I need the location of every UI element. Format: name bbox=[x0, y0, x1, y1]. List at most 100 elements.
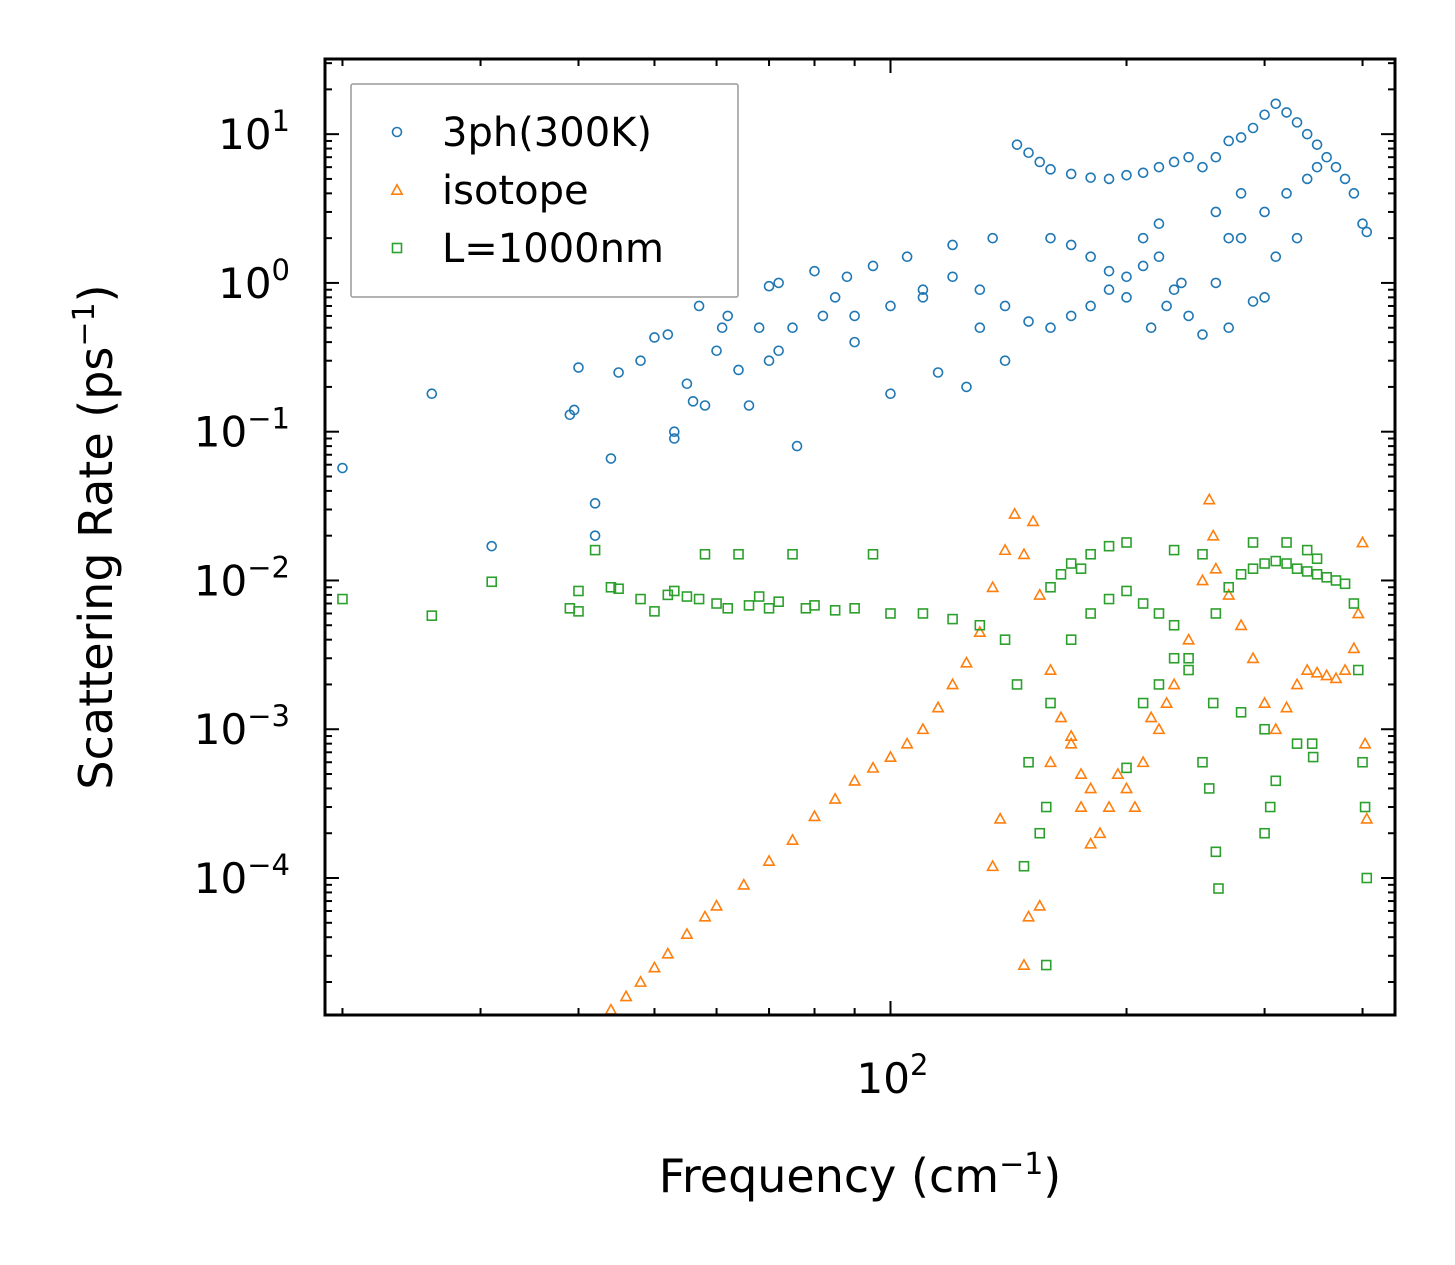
data-point bbox=[1161, 300, 1172, 312]
data-point bbox=[762, 854, 776, 866]
data-point bbox=[1235, 132, 1247, 143]
data-point bbox=[1085, 172, 1096, 183]
data-point bbox=[1045, 232, 1056, 244]
data-point bbox=[1209, 561, 1223, 574]
data-point bbox=[743, 600, 755, 611]
data-point bbox=[687, 396, 699, 407]
data-point bbox=[1085, 251, 1096, 263]
data-point bbox=[1023, 756, 1034, 768]
data-point bbox=[1168, 619, 1180, 631]
data-point bbox=[753, 322, 765, 334]
data-point bbox=[680, 927, 694, 939]
data-point bbox=[1055, 569, 1067, 580]
x-axis-title: Frequency (cm−1) bbox=[659, 1147, 1062, 1203]
data-point bbox=[1290, 677, 1304, 690]
data-point bbox=[1160, 696, 1174, 708]
data-point bbox=[1017, 958, 1031, 970]
data-point bbox=[1310, 665, 1324, 678]
data-point bbox=[681, 378, 693, 390]
data-point bbox=[1223, 581, 1235, 593]
data-point bbox=[900, 736, 914, 749]
data-point bbox=[1065, 634, 1077, 645]
data-point bbox=[1247, 122, 1259, 134]
y-tick-label: 10−1 bbox=[194, 402, 290, 457]
data-point bbox=[1210, 277, 1222, 289]
data-point bbox=[1347, 641, 1361, 654]
data-point bbox=[947, 613, 958, 625]
data-point bbox=[1270, 98, 1282, 110]
data-point bbox=[809, 600, 820, 611]
data-point bbox=[1103, 173, 1115, 185]
data-point bbox=[1270, 251, 1282, 263]
data-point bbox=[1259, 827, 1270, 839]
data-point bbox=[1074, 767, 1088, 779]
legend: 3ph(300K) isotope L=1000nm bbox=[350, 83, 739, 298]
data-point bbox=[1153, 161, 1165, 173]
data-point bbox=[1145, 322, 1157, 334]
data-point bbox=[1235, 706, 1247, 718]
data-point bbox=[1270, 775, 1282, 787]
data-point bbox=[1361, 226, 1373, 238]
data-point bbox=[1011, 139, 1023, 150]
data-point bbox=[1167, 677, 1181, 690]
data-point bbox=[1183, 151, 1194, 163]
data-point bbox=[867, 548, 879, 560]
data-point bbox=[1103, 540, 1115, 552]
legend-item: L=1000nm bbox=[391, 226, 664, 272]
data-point bbox=[1247, 563, 1259, 574]
data-point bbox=[426, 388, 438, 400]
data-point bbox=[1301, 566, 1313, 577]
data-point bbox=[1246, 651, 1260, 664]
data-point bbox=[1330, 575, 1342, 586]
data-point bbox=[973, 625, 987, 637]
data-point bbox=[1291, 563, 1303, 574]
x-tick-label: 102 bbox=[857, 1048, 929, 1103]
data-point bbox=[986, 580, 1000, 593]
data-point bbox=[1153, 679, 1165, 690]
data-point bbox=[1121, 292, 1132, 303]
data-point bbox=[1330, 161, 1342, 173]
data-point bbox=[986, 859, 1000, 872]
data-point bbox=[1270, 555, 1282, 567]
data-point bbox=[763, 280, 775, 292]
data-point bbox=[1360, 811, 1374, 824]
data-point bbox=[1235, 569, 1247, 580]
data-point bbox=[1044, 663, 1058, 675]
data-point bbox=[1281, 107, 1292, 118]
series-isotope bbox=[604, 492, 1374, 1015]
data-point bbox=[829, 292, 841, 303]
data-point bbox=[1210, 846, 1222, 858]
data-point bbox=[1361, 872, 1373, 884]
data-point bbox=[1085, 548, 1096, 560]
data-point bbox=[1348, 188, 1360, 199]
legend-marker bbox=[391, 242, 403, 254]
data-point bbox=[337, 462, 348, 474]
data-point bbox=[1247, 296, 1259, 307]
data-point bbox=[1018, 860, 1030, 872]
data-point bbox=[1311, 569, 1323, 580]
data-point bbox=[1197, 756, 1208, 768]
data-point bbox=[1202, 492, 1216, 505]
data-point bbox=[1197, 161, 1208, 173]
data-point bbox=[1301, 544, 1313, 556]
y-tick-label: 10−3 bbox=[194, 699, 290, 754]
data-point bbox=[916, 722, 930, 735]
data-point bbox=[1153, 251, 1165, 263]
data-point bbox=[1128, 800, 1142, 812]
data-point bbox=[1352, 664, 1364, 676]
data-point bbox=[848, 774, 862, 786]
data-point bbox=[998, 543, 1012, 556]
data-point bbox=[1074, 800, 1088, 812]
data-point bbox=[817, 310, 829, 322]
data-point bbox=[733, 548, 744, 560]
y-tick-label: 10−4 bbox=[194, 848, 290, 903]
y-tick-label: 100 bbox=[218, 253, 290, 308]
data-point bbox=[681, 591, 693, 602]
data-point bbox=[669, 433, 680, 444]
data-point bbox=[743, 400, 755, 411]
data-point bbox=[1291, 117, 1303, 128]
data-point bbox=[947, 271, 958, 283]
data-point bbox=[773, 596, 784, 607]
data-point bbox=[1008, 507, 1022, 519]
